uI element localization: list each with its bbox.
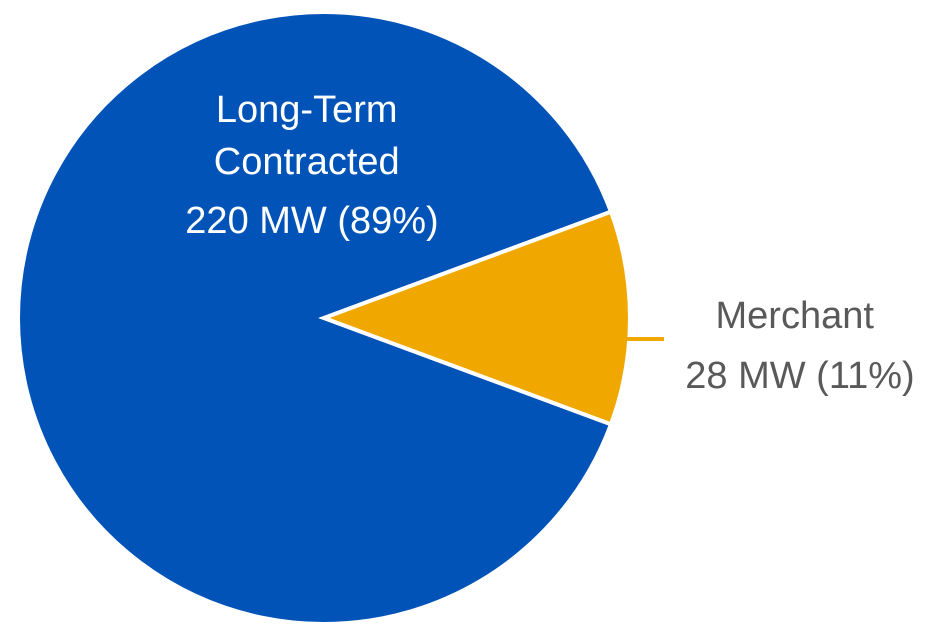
slice-long-term-contracted <box>16 10 614 625</box>
merchant-label: Merchant 28 MW (11%) <box>685 295 914 397</box>
long-term-label: Long-Term Contracted 220 MW (89%) <box>185 89 438 242</box>
long-term-value-label: 220 MW (89%) <box>185 200 438 242</box>
slice-merchant <box>318 209 632 427</box>
merchant-value-label: 28 MW (11%) <box>685 355 914 397</box>
long-term-label-line-2: Contracted <box>214 141 400 183</box>
long-term-label-line-1: Long-Term <box>216 89 398 131</box>
pie-slices <box>16 10 632 625</box>
merchant-label-line-1: Merchant <box>716 295 875 337</box>
